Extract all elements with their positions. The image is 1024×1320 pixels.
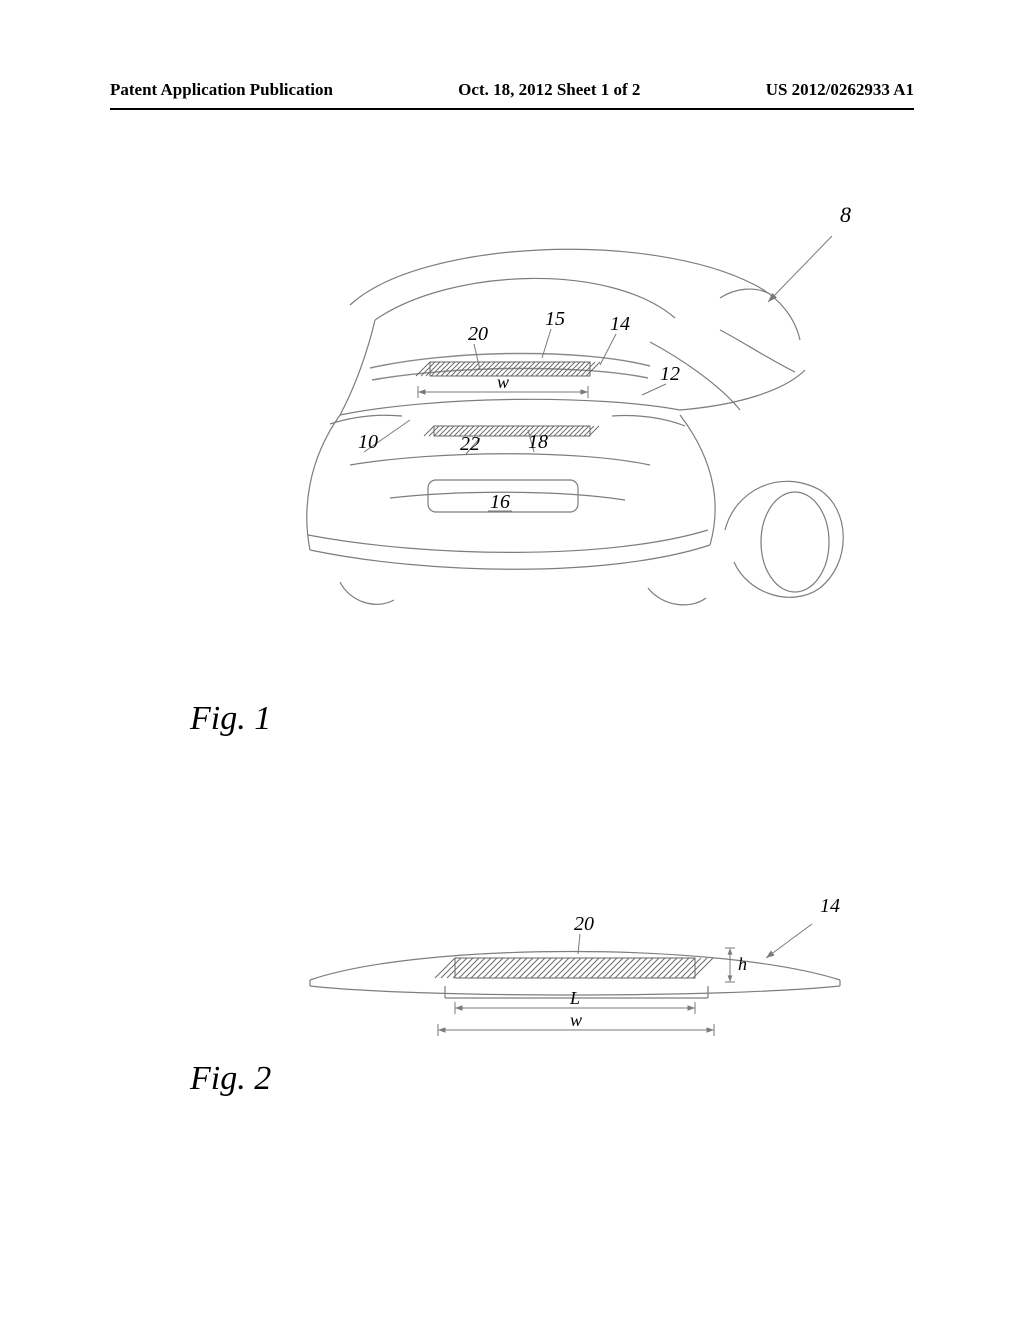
header-rule (110, 108, 914, 110)
svg-text:20: 20 (574, 913, 594, 935)
light-bar-lower (424, 426, 599, 436)
svg-text:10: 10 (358, 431, 378, 453)
figure-2-caption: Fig. 2 (190, 1060, 271, 1098)
figure-2-svg: h L w 14 20 (300, 890, 860, 1080)
light-bar-fig2 (435, 958, 713, 978)
header-right: US 2012/0262933 A1 (766, 80, 914, 100)
dimension-h: h (725, 948, 747, 982)
svg-text:22: 22 (460, 433, 480, 455)
figure-1: w 8 20 15 14 12 10 22 18 16 (180, 190, 880, 670)
leader-8: 8 (768, 202, 851, 302)
header-left: Patent Application Publication (110, 80, 333, 100)
svg-text:20: 20 (468, 323, 488, 345)
figure-1-caption: Fig. 1 (190, 700, 271, 738)
svg-text:14: 14 (820, 895, 840, 917)
fig2-labels: 20 (574, 913, 594, 954)
figure-1-svg: w 8 20 15 14 12 10 22 18 16 (180, 190, 880, 670)
svg-text:14: 14 (610, 313, 630, 335)
svg-text:16: 16 (490, 491, 510, 513)
svg-text:12: 12 (660, 363, 680, 385)
car-outline (307, 249, 843, 605)
svg-text:w: w (497, 372, 509, 392)
svg-text:h: h (738, 954, 747, 974)
svg-text:L: L (569, 988, 580, 1008)
svg-text:15: 15 (545, 308, 565, 330)
svg-text:8: 8 (840, 202, 851, 227)
figure-2: h L w 14 20 (300, 890, 860, 1080)
header-center: Oct. 18, 2012 Sheet 1 of 2 (458, 80, 640, 100)
page-header: Patent Application Publication Oct. 18, … (110, 80, 914, 100)
svg-text:18: 18 (528, 431, 548, 453)
leader-14: 14 (766, 895, 840, 958)
svg-text:w: w (570, 1010, 582, 1030)
dimension-w-fig2: w (438, 1010, 714, 1036)
fig1-labels: 20 15 14 12 10 22 18 16 (358, 308, 680, 513)
